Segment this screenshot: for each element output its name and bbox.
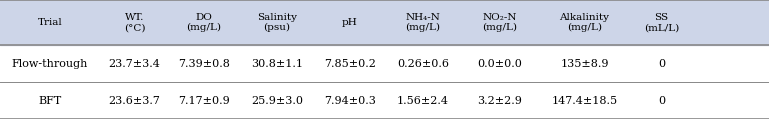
Text: 1.56±2.4: 1.56±2.4 xyxy=(397,96,449,106)
Text: NO₂-N
(mg/L): NO₂-N (mg/L) xyxy=(482,13,518,32)
Text: SS
(mL/L): SS (mL/L) xyxy=(644,13,679,32)
Text: pH: pH xyxy=(342,18,358,27)
Text: 7.94±0.3: 7.94±0.3 xyxy=(324,96,376,106)
Text: WT.
(°C): WT. (°C) xyxy=(124,13,145,32)
Text: 0.0±0.0: 0.0±0.0 xyxy=(478,59,522,69)
Text: 135±8.9: 135±8.9 xyxy=(560,59,609,69)
Text: DO
(mg/L): DO (mg/L) xyxy=(186,13,221,32)
Text: Salinity
(psu): Salinity (psu) xyxy=(257,13,297,32)
Text: 147.4±18.5: 147.4±18.5 xyxy=(551,96,618,106)
Text: Alkalinity
(mg/L): Alkalinity (mg/L) xyxy=(559,13,610,32)
Text: 23.7±3.4: 23.7±3.4 xyxy=(108,59,161,69)
Bar xyxy=(0,0,769,45)
Text: 3.2±2.9: 3.2±2.9 xyxy=(478,96,522,106)
Text: 7.85±0.2: 7.85±0.2 xyxy=(324,59,376,69)
Text: 7.39±0.8: 7.39±0.8 xyxy=(178,59,230,69)
Text: Flow-through: Flow-through xyxy=(12,59,88,69)
Text: 23.6±3.7: 23.6±3.7 xyxy=(108,96,161,106)
Text: BFT: BFT xyxy=(38,96,62,106)
Text: Trial: Trial xyxy=(38,18,62,27)
Text: 30.8±1.1: 30.8±1.1 xyxy=(251,59,303,69)
Text: NH₄-N
(mg/L): NH₄-N (mg/L) xyxy=(405,13,441,32)
Text: 0.26±0.6: 0.26±0.6 xyxy=(397,59,449,69)
Text: 7.17±0.9: 7.17±0.9 xyxy=(178,96,230,106)
Text: 0: 0 xyxy=(657,96,665,106)
Text: 25.9±3.0: 25.9±3.0 xyxy=(251,96,303,106)
Text: 0: 0 xyxy=(657,59,665,69)
